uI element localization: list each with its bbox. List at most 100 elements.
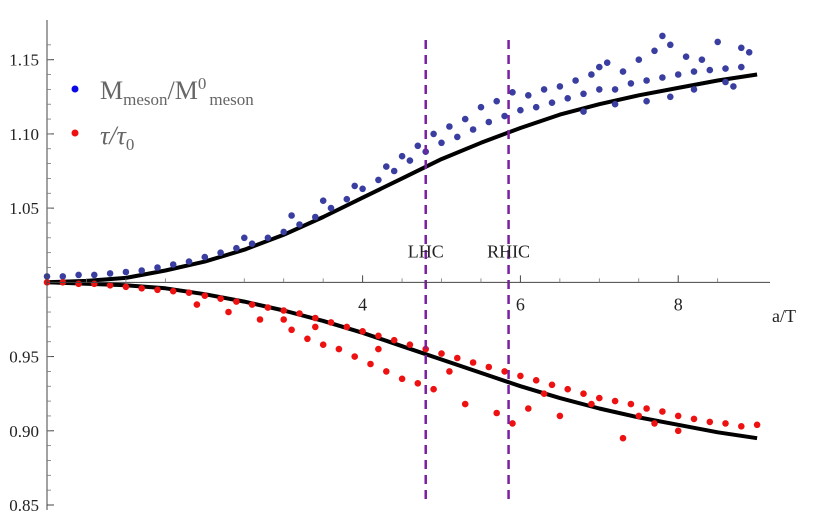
data-point-0-26 xyxy=(454,133,461,141)
data-point-1-33 xyxy=(564,385,571,393)
data-point-1-3 xyxy=(91,280,98,288)
data-point-0-17 xyxy=(312,213,319,221)
data-point-0-78 xyxy=(667,93,674,101)
data-point-0-41 xyxy=(690,68,698,75)
data-point-0-19 xyxy=(343,195,351,203)
data-point-0-51 xyxy=(414,142,422,150)
data-point-0-71 xyxy=(714,38,721,46)
data-point-0-74 xyxy=(745,49,753,56)
data-point-1-22 xyxy=(390,336,398,344)
data-point-1-29 xyxy=(501,368,508,375)
data-point-1-41 xyxy=(690,415,698,423)
data-point-1-10 xyxy=(201,292,209,300)
data-point-0-40 xyxy=(674,71,682,78)
data-point-0-76 xyxy=(611,100,619,108)
data-point-1-63 xyxy=(556,412,564,420)
data-point-1-53 xyxy=(351,353,359,360)
data-point-1-37 xyxy=(627,400,635,408)
data-point-0-16 xyxy=(296,221,303,228)
data-point-0-55 xyxy=(477,103,485,111)
data-point-0-11 xyxy=(217,249,224,256)
y-tick-label-0: 0.85 xyxy=(9,496,39,512)
data-point-0-57 xyxy=(509,89,516,96)
data-point-0-69 xyxy=(682,53,690,60)
data-point-0-9 xyxy=(185,258,193,265)
data-point-0-12 xyxy=(233,244,240,252)
data-point-1-24 xyxy=(422,345,430,353)
data-point-0-80 xyxy=(730,83,737,90)
data-point-1-38 xyxy=(643,405,650,412)
data-point-0-15 xyxy=(280,228,288,236)
data-point-0-22 xyxy=(390,167,398,175)
data-point-1-55 xyxy=(383,368,390,375)
data-point-0-50 xyxy=(398,152,406,160)
data-point-1-5 xyxy=(122,283,130,291)
data-point-0-14 xyxy=(264,234,272,242)
y-tick-label-4: 1.10 xyxy=(9,125,39,144)
data-point-0-10 xyxy=(201,253,209,261)
data-point-1-44 xyxy=(738,423,745,430)
data-point-0-8 xyxy=(169,261,177,268)
data-point-0-56 xyxy=(493,97,501,105)
data-point-1-25 xyxy=(438,350,445,357)
data-point-0-43 xyxy=(722,65,729,72)
data-point-0-73 xyxy=(738,44,745,52)
data-point-1-6 xyxy=(138,285,145,292)
data-point-0-32 xyxy=(548,99,556,106)
data-point-0-62 xyxy=(588,71,595,78)
data-point-1-32 xyxy=(548,381,556,389)
data-point-1-46 xyxy=(193,301,201,308)
axes: 0.85 0.90 0.95 1.05 1.10 1.15 4 6 8 xyxy=(9,20,770,512)
data-point-0-81 xyxy=(659,32,666,40)
data-point-0-72 xyxy=(722,78,729,86)
data-point-1-23 xyxy=(406,341,414,349)
data-point-1-67 xyxy=(280,316,288,323)
legend: Mmeson/M0meson τ/τ0 xyxy=(71,74,254,154)
data-point-0-47 xyxy=(319,197,327,204)
data-point-1-54 xyxy=(367,360,374,368)
data-point-1-34 xyxy=(580,390,587,398)
data-point-1-58 xyxy=(430,385,437,393)
data-point-0-34 xyxy=(580,90,587,98)
y-tick-label-2: 0.95 xyxy=(9,348,39,367)
data-point-0-5 xyxy=(122,268,130,276)
data-point-0-23 xyxy=(406,157,414,164)
data-point-0-28 xyxy=(485,118,493,126)
data-point-1-11 xyxy=(217,295,224,303)
data-point-0-67 xyxy=(651,47,658,55)
data-point-1-65 xyxy=(651,420,658,427)
vline-label-1: RHIC xyxy=(487,241,530,261)
data-point-1-16 xyxy=(296,310,303,317)
data-point-1-2 xyxy=(75,280,82,288)
data-point-1-42 xyxy=(706,418,714,426)
x-tick-label-2: 8 xyxy=(674,294,683,314)
data-point-1-30 xyxy=(517,372,524,380)
data-point-1-59 xyxy=(461,400,469,408)
data-point-0-68 xyxy=(667,41,674,49)
legend-marker-tau xyxy=(71,129,79,137)
y-tick-label-5: 1.15 xyxy=(9,51,39,70)
data-point-1-73 xyxy=(635,412,643,420)
data-point-1-35 xyxy=(596,394,603,402)
data-point-0-2 xyxy=(75,271,82,279)
data-point-0-21 xyxy=(375,176,382,184)
data-point-1-39 xyxy=(659,408,666,415)
legend-label-tau: τ/τ0 xyxy=(100,121,134,154)
legend-entry-meson: Mmeson/M0meson xyxy=(71,74,254,109)
data-point-1-61 xyxy=(509,420,516,427)
data-point-1-27 xyxy=(469,359,477,366)
data-point-0-54 xyxy=(461,115,469,123)
data-point-1-19 xyxy=(343,323,351,331)
data-point-0-66 xyxy=(635,56,643,63)
vertical-markers: LHC RHIC xyxy=(408,40,530,505)
fit-curve-1 xyxy=(46,280,758,441)
data-point-0-65 xyxy=(619,68,627,75)
data-point-1-56 xyxy=(398,375,406,383)
data-point-1-7 xyxy=(154,286,161,294)
data-point-1-13 xyxy=(248,301,256,308)
data-point-1-68 xyxy=(312,323,319,331)
data-point-0-3 xyxy=(91,271,98,279)
data-point-1-62 xyxy=(525,405,532,412)
data-point-1-28 xyxy=(485,363,493,371)
